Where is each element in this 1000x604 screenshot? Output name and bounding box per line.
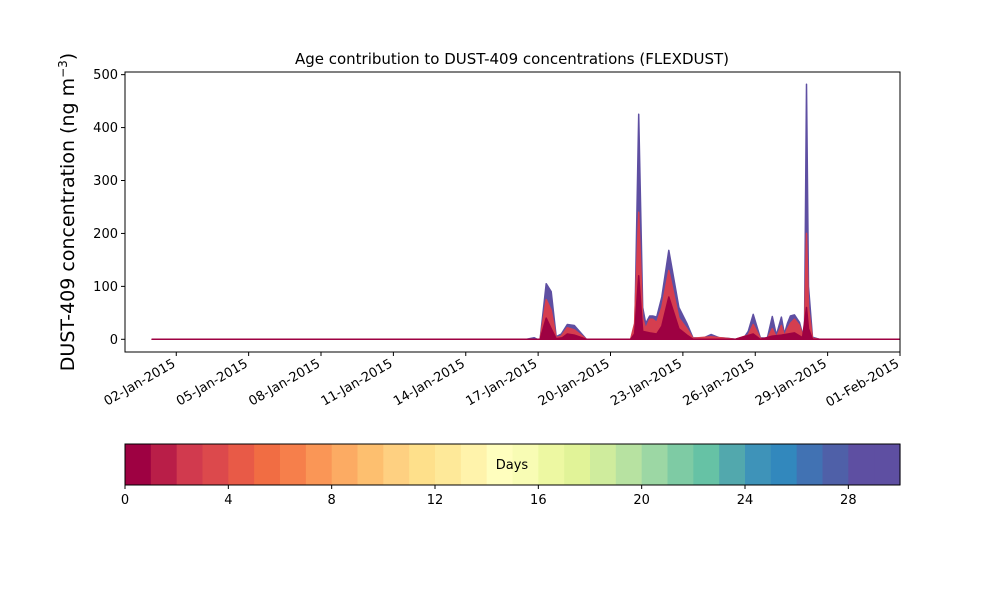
y-axis: 0 100 200 300 400 500 bbox=[93, 68, 125, 348]
colorbar-bin bbox=[848, 444, 875, 485]
colorbar-frame bbox=[124, 443, 901, 486]
colorbar-bin bbox=[719, 444, 746, 485]
y-tick-label: 300 bbox=[93, 174, 118, 189]
y-tick-label: 200 bbox=[93, 227, 118, 242]
colorbar-bin bbox=[280, 444, 307, 485]
x-tick-label: 20-Jan-2015 bbox=[536, 356, 613, 409]
colorbar-bin bbox=[822, 444, 849, 485]
colorbar-bin bbox=[538, 444, 565, 485]
x-tick-label: 23-Jan-2015 bbox=[608, 356, 685, 409]
colorbar: 0 4 8 12 16 20 24 28 bbox=[121, 444, 901, 508]
x-tick-label: 17-Jan-2015 bbox=[464, 356, 541, 409]
colorbar-bin bbox=[331, 444, 359, 485]
colorbar-tick-label: 0 bbox=[121, 493, 129, 508]
plot-frame bbox=[124, 71, 901, 353]
colorbar-bin bbox=[305, 444, 333, 485]
x-tick-label: 11-Jan-2015 bbox=[319, 356, 396, 409]
colorbar-bin bbox=[176, 444, 204, 485]
series-area-2 bbox=[151, 275, 900, 341]
y-axis-label-unit-sup: −3 bbox=[56, 60, 70, 78]
colorbar-bin bbox=[383, 444, 410, 485]
colorbar-bin bbox=[409, 444, 436, 485]
colorbar-bin bbox=[564, 444, 591, 485]
colorbar-bin bbox=[641, 444, 669, 485]
colorbar-bin bbox=[125, 444, 152, 485]
colorbar-tick-label: 20 bbox=[633, 493, 650, 508]
colorbar-bin bbox=[150, 444, 178, 485]
series-area-0 bbox=[151, 83, 900, 341]
series-layer bbox=[151, 83, 900, 341]
colorbar-tick-label: 4 bbox=[224, 493, 232, 508]
x-tick-label: 26-Jan-2015 bbox=[681, 356, 758, 409]
y-tick-label: 100 bbox=[93, 280, 118, 295]
y-tick-label: 500 bbox=[93, 68, 118, 83]
colorbar-tick-label: 28 bbox=[840, 493, 857, 508]
colorbar-tick-label: 12 bbox=[427, 493, 444, 508]
x-tick-label: 05-Jan-2015 bbox=[174, 356, 251, 409]
x-axis: 02-Jan-201505-Jan-201508-Jan-201511-Jan-… bbox=[102, 352, 902, 410]
y-tick-label: 400 bbox=[93, 121, 118, 136]
colorbar-tick-label: 24 bbox=[737, 493, 754, 508]
x-tick-label: 29-Jan-2015 bbox=[753, 356, 830, 409]
colorbar-bin bbox=[667, 444, 694, 485]
series-area-1 bbox=[151, 211, 900, 341]
colorbar-bin bbox=[693, 444, 720, 485]
colorbar-bin bbox=[357, 444, 384, 485]
colorbar-bin bbox=[615, 444, 643, 485]
y-tick-label: 0 bbox=[110, 333, 118, 348]
colorbar-bin bbox=[590, 444, 617, 485]
colorbar-bin bbox=[486, 444, 514, 485]
colorbar-bin bbox=[435, 444, 462, 485]
colorbar-label: Days bbox=[496, 458, 529, 473]
colorbar-bin bbox=[512, 444, 539, 485]
x-tick-label: 02-Jan-2015 bbox=[102, 356, 179, 409]
colorbar-bin bbox=[202, 444, 229, 485]
colorbar-bin bbox=[228, 444, 255, 485]
x-tick-label: 14-Jan-2015 bbox=[391, 356, 468, 409]
x-tick-label: 01-Feb-2015 bbox=[823, 356, 902, 410]
colorbar-bin bbox=[770, 444, 798, 485]
chart-title: Age contribution to DUST-409 concentrati… bbox=[295, 50, 729, 68]
colorbar-bin bbox=[745, 444, 772, 485]
colorbar-bin bbox=[460, 444, 488, 485]
colorbar-tick-label: 8 bbox=[328, 493, 336, 508]
y-axis-label: DUST-409 concentration (ng m−3) bbox=[56, 53, 79, 371]
colorbar-tick-label: 16 bbox=[530, 493, 547, 508]
colorbar-bin bbox=[874, 444, 901, 485]
x-tick-label: 08-Jan-2015 bbox=[246, 356, 323, 409]
colorbar-bin bbox=[254, 444, 281, 485]
colorbar-bin bbox=[796, 444, 824, 485]
